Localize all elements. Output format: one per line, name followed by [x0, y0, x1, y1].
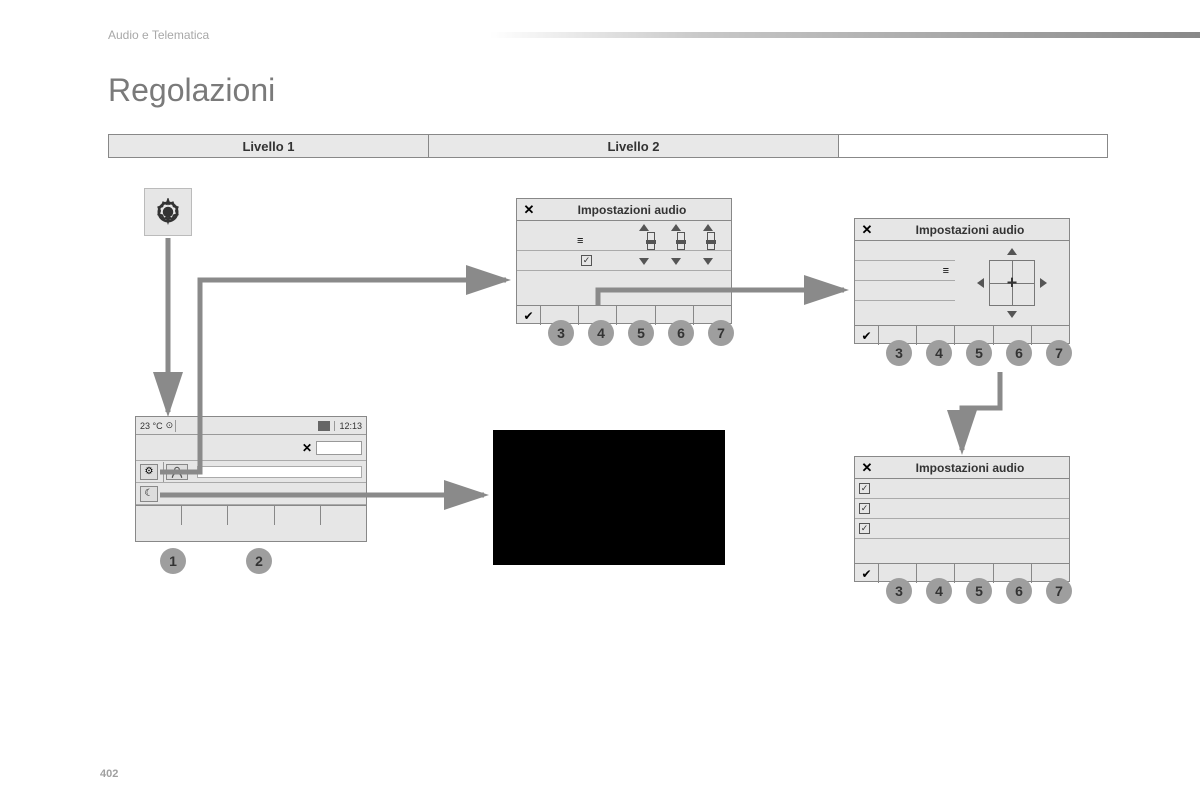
profile-icon[interactable]: [166, 464, 188, 480]
audio-settings-icon[interactable]: ⚙: [140, 464, 158, 480]
badge: 5: [628, 320, 654, 346]
audio-settings-panel-equalizer: ✕ Impostazioni audio ≡ ✓ ✔: [516, 198, 732, 324]
badge: 6: [1006, 340, 1032, 366]
badge-row-c: 3 4 5 6 7: [886, 578, 1072, 604]
triangle-up-icon[interactable]: [671, 224, 681, 231]
badge: 6: [668, 320, 694, 346]
badge-2: 2: [246, 548, 272, 574]
header-gradient: [490, 32, 1200, 38]
clock-label: 12:13: [334, 421, 362, 431]
badge-row-b: 3 4 5 6 7: [886, 340, 1072, 366]
badge: 7: [708, 320, 734, 346]
close-icon[interactable]: ✕: [521, 202, 537, 218]
badge: 4: [588, 320, 614, 346]
panel-title: Impostazioni audio: [537, 203, 727, 217]
breadcrumb: Audio e Telematica: [108, 28, 209, 42]
list-icon: ≡: [943, 265, 949, 277]
badge: 5: [966, 340, 992, 366]
badge: 4: [926, 578, 952, 604]
main-footer: [136, 505, 366, 525]
triangle-left-icon[interactable]: [977, 278, 984, 288]
settings-gear-button[interactable]: [144, 188, 192, 236]
badge: 4: [926, 340, 952, 366]
status-bar: 23 °C ⊙ 12:13: [136, 417, 366, 435]
page-title: Regolazioni: [108, 72, 275, 109]
close-icon[interactable]: ✕: [302, 441, 312, 455]
level-1-header: Livello 1: [109, 135, 429, 157]
checkbox-icon[interactable]: ✓: [581, 255, 592, 266]
window-icon: [318, 421, 330, 431]
badge: 3: [548, 320, 574, 346]
confirm-icon[interactable]: ✔: [517, 306, 541, 325]
panel-title: Impostazioni audio: [875, 461, 1065, 475]
audio-settings-panel-options: ✕ Impostazioni audio ✓ ✓ ✓ ✔: [854, 456, 1070, 582]
main-menu-screen: 23 °C ⊙ 12:13 ✕ ⚙ ☾: [135, 416, 367, 542]
checkbox-icon[interactable]: ✓: [859, 483, 870, 494]
page-number: 402: [100, 768, 118, 780]
panel-title: Impostazioni audio: [875, 223, 1065, 237]
slider-bar[interactable]: [647, 232, 655, 250]
close-icon[interactable]: ✕: [859, 222, 875, 238]
slider-bar[interactable]: [677, 232, 685, 250]
badge-row-12: 1 2: [160, 548, 272, 574]
badge: 3: [886, 340, 912, 366]
triangle-up-icon[interactable]: [1007, 248, 1017, 255]
dark-mode-screen: [493, 430, 725, 565]
badge: 7: [1046, 340, 1072, 366]
gear-icon: [154, 198, 182, 226]
badge-row-a: 3 4 5 6 7: [548, 320, 734, 346]
checkbox-icon[interactable]: ✓: [859, 503, 870, 514]
level-2-header: Livello 2: [429, 135, 839, 157]
triangle-up-icon[interactable]: [639, 224, 649, 231]
level-3-header: [839, 135, 1107, 157]
temperature-label: 23 °C: [140, 421, 163, 431]
triangle-down-icon[interactable]: [671, 258, 681, 265]
night-mode-icon[interactable]: ☾: [140, 486, 158, 502]
flow-arrows: [0, 0, 1200, 800]
triangle-down-icon[interactable]: [639, 258, 649, 265]
badge: 5: [966, 578, 992, 604]
slider-bar[interactable]: [707, 232, 715, 250]
badge: 7: [1046, 578, 1072, 604]
triangle-down-icon[interactable]: [703, 258, 713, 265]
badge: 3: [886, 578, 912, 604]
checkbox-icon[interactable]: ✓: [859, 523, 870, 534]
plus-icon[interactable]: +: [1007, 273, 1018, 294]
close-icon[interactable]: ✕: [859, 460, 875, 476]
badge-1: 1: [160, 548, 186, 574]
triangle-right-icon[interactable]: [1040, 278, 1047, 288]
level-bar: Livello 1 Livello 2: [108, 134, 1108, 158]
audio-settings-panel-balance: ✕ Impostazioni audio ≡ + ✔: [854, 218, 1070, 344]
badge: 6: [1006, 578, 1032, 604]
triangle-up-icon[interactable]: [703, 224, 713, 231]
confirm-icon[interactable]: ✔: [855, 564, 879, 583]
triangle-down-icon[interactable]: [1007, 311, 1017, 318]
confirm-icon[interactable]: ✔: [855, 326, 879, 345]
